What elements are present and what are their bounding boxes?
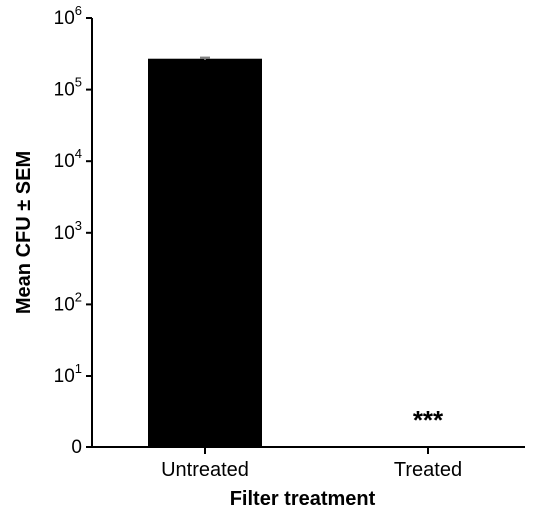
y-tick-label: 104: [54, 146, 82, 172]
x-tick-label: Treated: [394, 459, 462, 481]
y-tick-label: 102: [54, 289, 82, 315]
x-axis-ticks: Untreated Treated: [161, 447, 462, 481]
y-tick-label: 101: [54, 361, 82, 387]
bar-untreated: [148, 58, 262, 447]
y-axis-ticks: 0 101 102 103 104 105 106: [54, 3, 92, 458]
x-tick-label: Untreated: [161, 459, 249, 481]
y-axis-title: Mean CFU ± SEM: [13, 151, 35, 314]
significance-annotation: ***: [413, 405, 444, 435]
plot-area: ***: [148, 56, 444, 447]
y-tick-label: 105: [54, 75, 82, 101]
x-axis-title: Filter treatment: [230, 488, 376, 510]
y-tick-label: 106: [54, 3, 82, 29]
y-tick-label: 0: [71, 437, 82, 458]
y-tick-label: 103: [54, 218, 82, 244]
